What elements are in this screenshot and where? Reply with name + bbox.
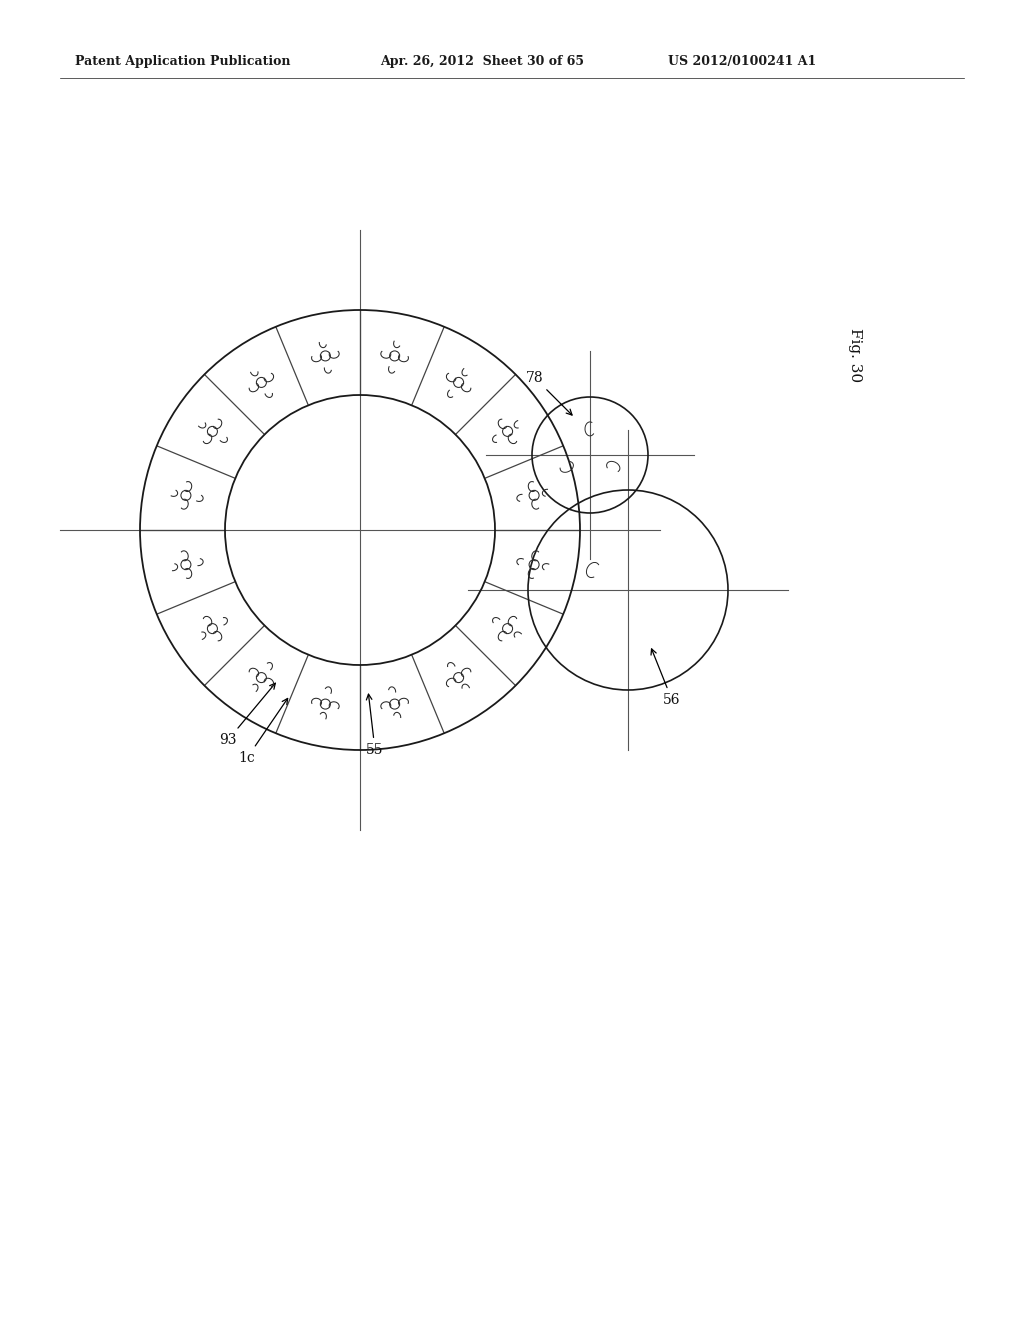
Text: Patent Application Publication: Patent Application Publication bbox=[75, 55, 291, 69]
Text: Fig. 30: Fig. 30 bbox=[848, 327, 862, 381]
Text: 56: 56 bbox=[651, 649, 681, 708]
Text: 1c: 1c bbox=[239, 698, 288, 766]
Text: 55: 55 bbox=[367, 694, 384, 756]
Text: Apr. 26, 2012  Sheet 30 of 65: Apr. 26, 2012 Sheet 30 of 65 bbox=[380, 55, 584, 69]
Text: US 2012/0100241 A1: US 2012/0100241 A1 bbox=[668, 55, 816, 69]
Text: 93: 93 bbox=[219, 684, 275, 747]
Text: 78: 78 bbox=[526, 371, 572, 414]
